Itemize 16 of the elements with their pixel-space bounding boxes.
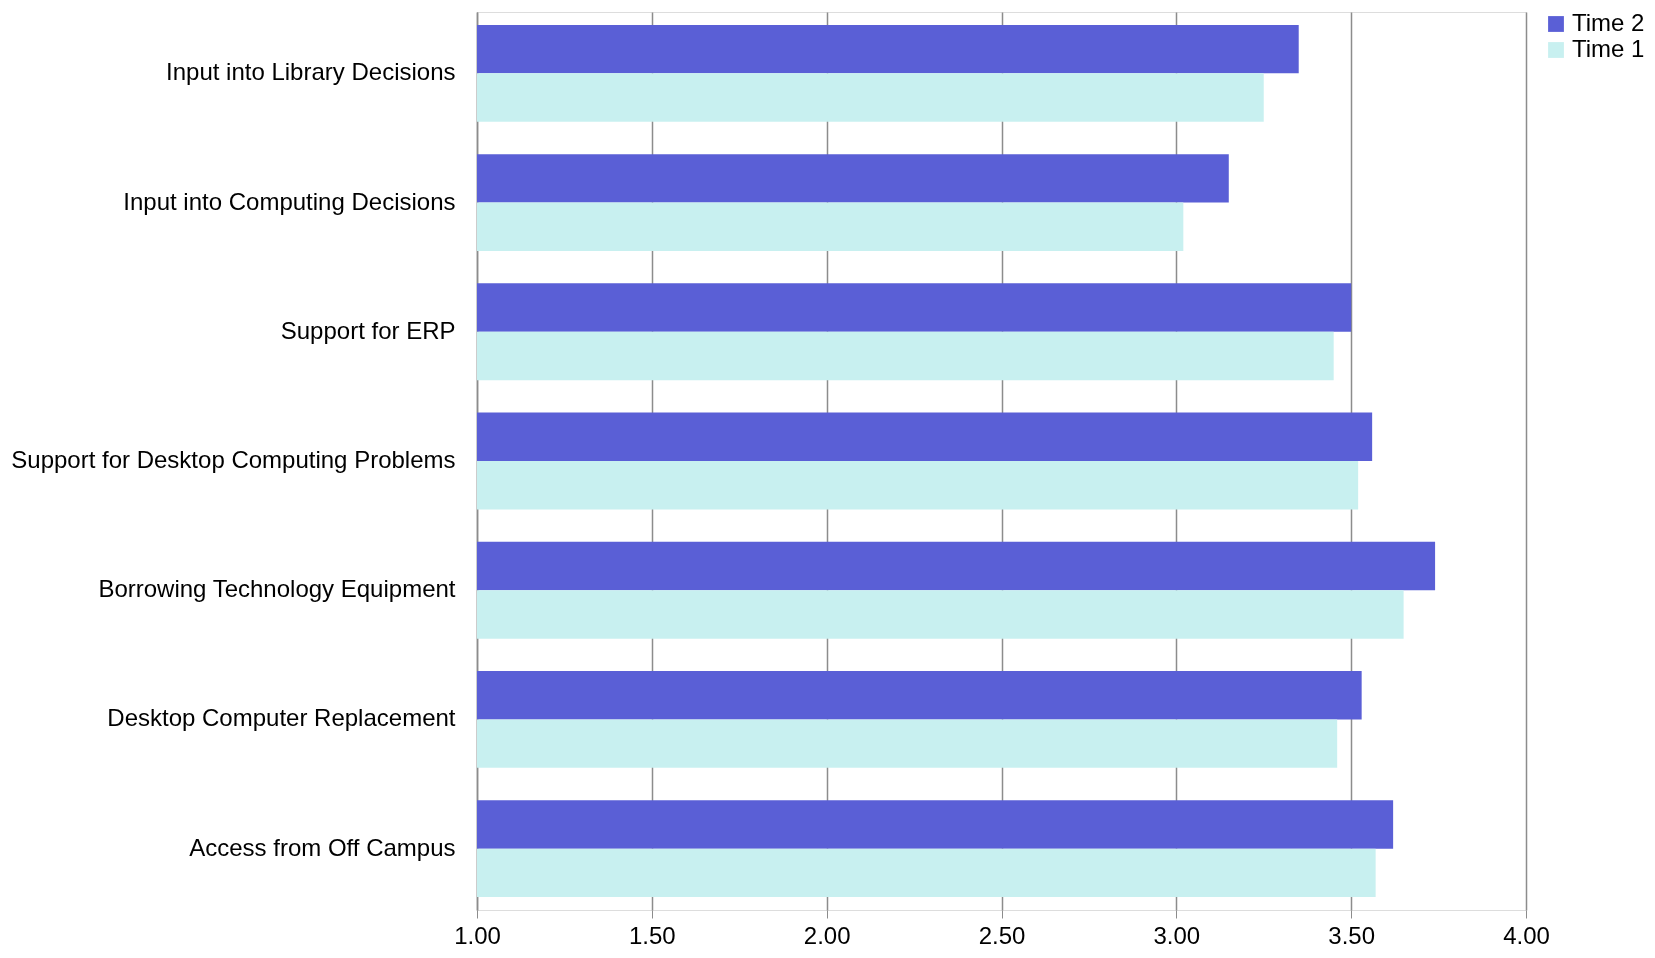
x-tick-label: 3.50 (1328, 921, 1376, 949)
y-tick-label: Input into Computing Decisions (123, 187, 456, 215)
x-tick-label: 1.00 (454, 921, 501, 949)
x-tick-label: 2.00 (803, 921, 851, 949)
x-tick-label: 4.00 (1503, 921, 1550, 949)
y-tick-label: Access from Off Campus (189, 833, 456, 861)
x-tick-label: 1.50 (628, 921, 676, 949)
y-tick-label: Support for ERP (280, 316, 456, 344)
legend-label: Time 2 (1572, 9, 1645, 36)
x-tick-label: 2.50 (978, 921, 1026, 949)
legend-label: Time 1 (1572, 35, 1645, 62)
y-tick-label: Borrowing Technology Equipment (98, 575, 456, 603)
y-tick-label: Input into Library Decisions (166, 58, 456, 86)
x-tick-label: 3.00 (1153, 921, 1201, 949)
y-tick-label: Desktop Computer Replacement (107, 704, 456, 732)
y-tick-label: Support for Desktop Computing Problems (11, 446, 456, 473)
